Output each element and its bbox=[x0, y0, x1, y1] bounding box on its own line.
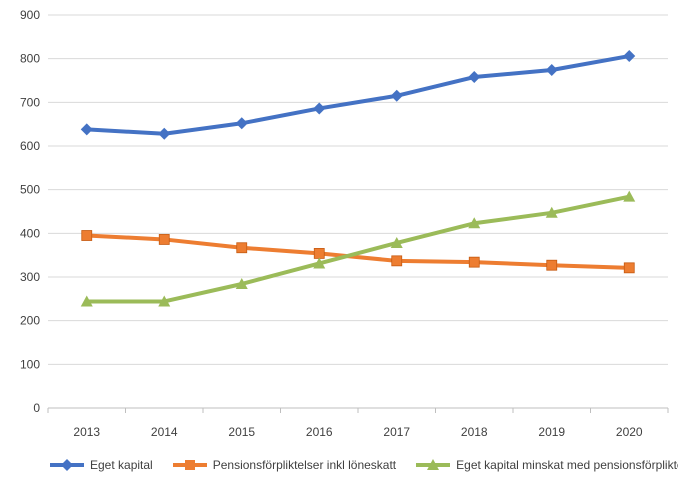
y-tick-label: 400 bbox=[20, 226, 40, 240]
y-tick-label: 800 bbox=[20, 52, 40, 66]
legend-label: Eget kapital bbox=[90, 458, 153, 472]
series-line-2 bbox=[84, 233, 632, 270]
data-point-series-1 bbox=[313, 102, 326, 115]
legend-label: Eget kapital minskat med pensionsförplik… bbox=[456, 458, 678, 472]
data-point-series-2 bbox=[391, 255, 403, 267]
x-tick-label: 2013 bbox=[73, 425, 100, 439]
chart-legend: Eget kapital Pensionsförpliktelser inkl l… bbox=[48, 458, 678, 472]
data-point-series-2 bbox=[81, 230, 93, 241]
data-point-series-2 bbox=[236, 242, 248, 254]
x-tick-label: 2018 bbox=[461, 425, 488, 439]
x-tick-label: 2016 bbox=[306, 425, 333, 439]
x-tick-label: 2019 bbox=[538, 425, 565, 439]
data-point-series-1 bbox=[235, 117, 248, 130]
data-point-series-1 bbox=[390, 89, 403, 102]
data-point-series-2 bbox=[546, 259, 558, 271]
series-line-1 bbox=[84, 54, 632, 136]
data-point-series-3 bbox=[390, 236, 403, 248]
data-point-series-3 bbox=[545, 206, 558, 218]
x-tick-label: 2015 bbox=[228, 425, 255, 439]
y-tick-label: 900 bbox=[20, 8, 40, 22]
data-point-series-3 bbox=[80, 295, 93, 307]
legend-label: Pensionsförpliktelser inkl löneskatt bbox=[212, 458, 397, 472]
data-point-series-1 bbox=[623, 50, 636, 63]
data-point-series-1 bbox=[80, 123, 93, 136]
data-point-series-3 bbox=[623, 190, 636, 202]
x-tick-label: 2017 bbox=[383, 425, 410, 439]
x-tick-label: 2020 bbox=[616, 425, 643, 439]
data-point-series-1 bbox=[158, 127, 171, 140]
y-tick-label: 700 bbox=[20, 95, 40, 109]
y-tick-label: 300 bbox=[20, 270, 40, 284]
data-point-series-2 bbox=[468, 256, 480, 268]
data-point-series-3 bbox=[235, 277, 248, 289]
series-line-3 bbox=[84, 194, 632, 304]
data-point-series-2 bbox=[158, 234, 170, 245]
legend-item: Eget kapital minskat med pensionsförplik… bbox=[414, 458, 678, 472]
legend-swatch bbox=[50, 459, 84, 471]
legend-swatch bbox=[416, 459, 451, 470]
y-tick-label: 500 bbox=[20, 183, 40, 197]
legend-swatch bbox=[172, 460, 207, 470]
data-point-series-2 bbox=[623, 262, 635, 274]
data-point-series-3 bbox=[313, 257, 326, 269]
y-tick-label: 0 bbox=[33, 401, 40, 415]
y-tick-label: 200 bbox=[20, 314, 40, 328]
legend-item: Eget kapital bbox=[48, 458, 153, 472]
y-tick-label: 600 bbox=[20, 139, 40, 153]
data-point-series-2 bbox=[313, 248, 325, 259]
x-tick-label: 2014 bbox=[151, 425, 178, 439]
y-tick-label: 100 bbox=[20, 357, 40, 371]
data-point-series-1 bbox=[468, 71, 481, 84]
data-point-series-3 bbox=[468, 217, 481, 229]
data-point-series-1 bbox=[545, 64, 558, 77]
data-point-series-3 bbox=[158, 295, 171, 307]
legend-item: Pensionsförpliktelser inkl löneskatt bbox=[171, 458, 396, 472]
